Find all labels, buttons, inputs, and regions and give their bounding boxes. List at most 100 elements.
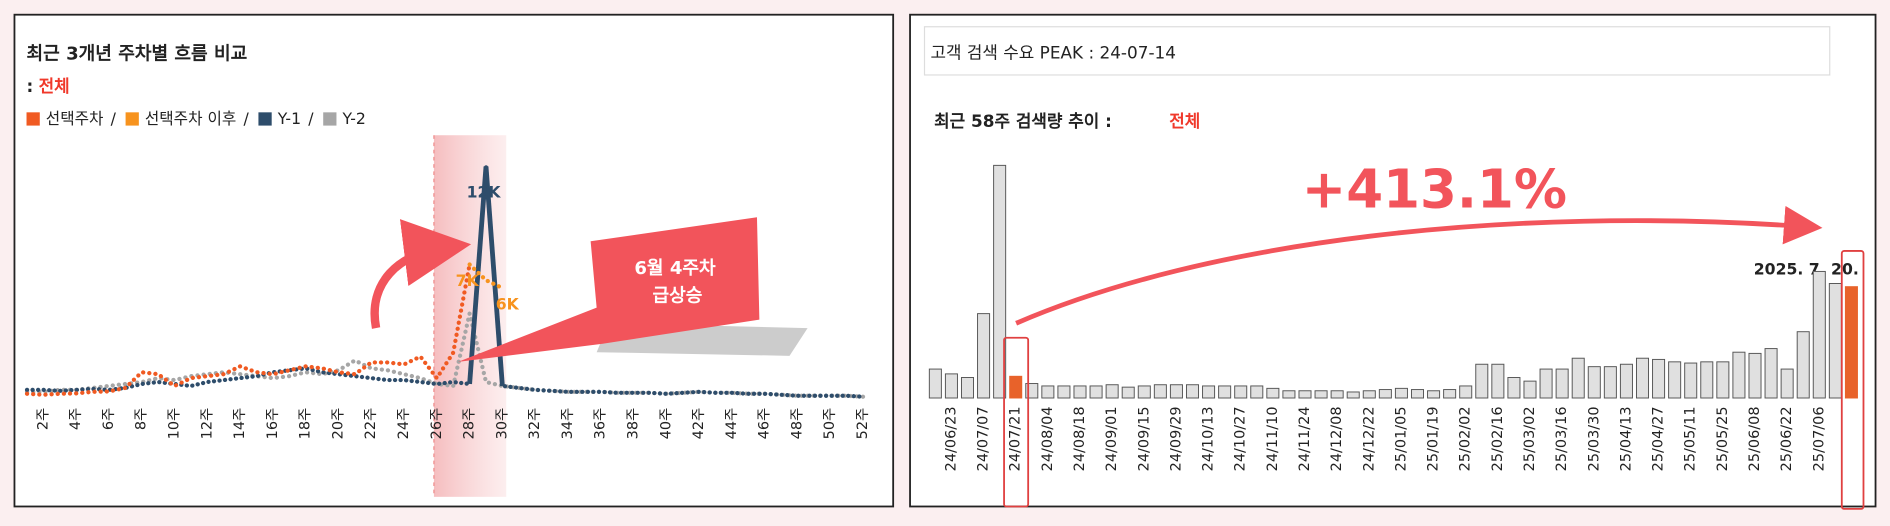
bar [1571, 357, 1585, 399]
legend-swatch [26, 112, 40, 126]
x-tick-label: 26주 [429, 408, 445, 440]
x-tick-label: 20주 [330, 408, 346, 440]
bar [1603, 366, 1617, 399]
series-line [467, 262, 505, 291]
legend-label: 선택주차 [46, 109, 104, 128]
x-tick-label: 24/07/21 [1008, 406, 1024, 471]
bar [1652, 358, 1666, 399]
x-tick-label: 42주 [691, 408, 707, 440]
highlight-box [1840, 250, 1865, 510]
bar [1459, 385, 1473, 399]
x-tick-label: 14주 [232, 408, 248, 440]
legend-label: Y-2 [341, 109, 365, 128]
x-tick-label: 25/03/16 [1554, 406, 1570, 471]
callout-line: 급상승 [652, 286, 702, 307]
x-tick-label: 34주 [560, 408, 576, 440]
x-tick-label: 25/06/08 [1747, 406, 1763, 471]
bar [1121, 386, 1135, 399]
subtitle: 전체 [39, 76, 70, 96]
date-label: 2025. 7. 20. [1754, 260, 1859, 279]
x-tick-label: 18주 [298, 408, 314, 440]
series-segment [467, 166, 489, 385]
x-tick-label: 8주 [134, 408, 150, 431]
x-tick-label: 22주 [363, 408, 379, 440]
legend-swatch [258, 112, 272, 126]
legend-label: Y-1 [277, 109, 301, 128]
x-tick-label: 24/12/22 [1361, 406, 1377, 471]
peak-header: 고객 검색 수요 PEAK : 24-07-14 [931, 42, 1176, 62]
x-tick-label: 40주 [658, 408, 674, 440]
bar [1780, 368, 1794, 399]
bar [1523, 380, 1537, 399]
bar [1330, 390, 1344, 399]
left-chart: 최근 3개년 주차별 흐름 비교 : 전체 선택주차 / 선택주차 이후 / Y-1 / Y… [24, 43, 871, 440]
value-label: 7K [456, 271, 480, 290]
x-tick-label: 24/12/08 [1329, 406, 1345, 471]
x-tick-label: 24/09/29 [1168, 406, 1184, 471]
legend-label: 선택주차 이후 [145, 109, 236, 128]
bar [1137, 385, 1151, 399]
bar [1153, 384, 1167, 399]
bar [1748, 352, 1762, 399]
legend-swatch [323, 112, 337, 126]
bar [1491, 363, 1505, 399]
bar [1443, 389, 1457, 399]
header-box [923, 26, 1831, 76]
x-tick-label: 50주 [822, 408, 838, 440]
x-tick-label: 52주 [855, 408, 871, 440]
bar [993, 164, 1007, 399]
x-tick-label: 25/03/30 [1586, 406, 1602, 471]
x-tick-label: 25/05/11 [1683, 406, 1699, 471]
bar [1394, 387, 1408, 399]
bar [1828, 283, 1842, 399]
x-tick-label: 4주 [68, 408, 84, 431]
bar [1041, 385, 1055, 399]
x-tick-label: 24/11/24 [1297, 406, 1313, 471]
bar [1250, 385, 1264, 399]
bar [1619, 363, 1633, 399]
bar [1732, 351, 1746, 399]
bar [1362, 390, 1376, 399]
bar [1073, 385, 1087, 399]
bar [1700, 361, 1714, 399]
x-tick-label: 25/04/27 [1651, 406, 1667, 471]
bar [1234, 385, 1248, 399]
bar [1298, 390, 1312, 399]
x-tick-label: 25/06/22 [1779, 406, 1795, 471]
x-tick-label: 24/10/27 [1233, 406, 1249, 471]
series-line [24, 262, 472, 397]
x-tick-label: 25/05/25 [1715, 406, 1731, 471]
bar [928, 368, 942, 399]
bar [1684, 362, 1698, 399]
x-tick-label: 25/03/02 [1522, 406, 1538, 471]
x-tick-label: 30주 [494, 408, 510, 440]
x-tick-label: 44주 [724, 408, 740, 440]
bar [1314, 390, 1328, 399]
bar [1105, 384, 1119, 399]
bar [944, 373, 958, 399]
growth-arrow [1015, 205, 1823, 326]
x-tick-label: 25/04/13 [1618, 406, 1634, 471]
x-tick-label: 24/07/07 [976, 406, 992, 471]
growth-label: +413.1% [1302, 159, 1567, 221]
bar [1555, 368, 1569, 399]
x-tick-label: 38주 [626, 408, 642, 440]
chart-title: 최근 58주 검색량 추이 : [934, 111, 1112, 131]
x-tick-label: 36주 [593, 408, 609, 440]
legend-separator: / [244, 109, 250, 128]
bar [1266, 387, 1280, 399]
x-tick-label: 25/07/06 [1811, 406, 1827, 471]
bar [1844, 286, 1858, 399]
bar [1796, 331, 1810, 399]
bar [1635, 357, 1650, 399]
right-panel [909, 13, 1877, 508]
bar [1587, 366, 1601, 399]
x-tick-label: 24/09/15 [1136, 406, 1152, 471]
bar [1218, 385, 1232, 399]
bar [1202, 385, 1216, 399]
highlight-box [1003, 336, 1030, 508]
callout-line: 6월 4주차 [634, 258, 716, 279]
bar [1764, 348, 1778, 399]
bar [1057, 385, 1071, 399]
value-label: 6K [496, 294, 520, 313]
